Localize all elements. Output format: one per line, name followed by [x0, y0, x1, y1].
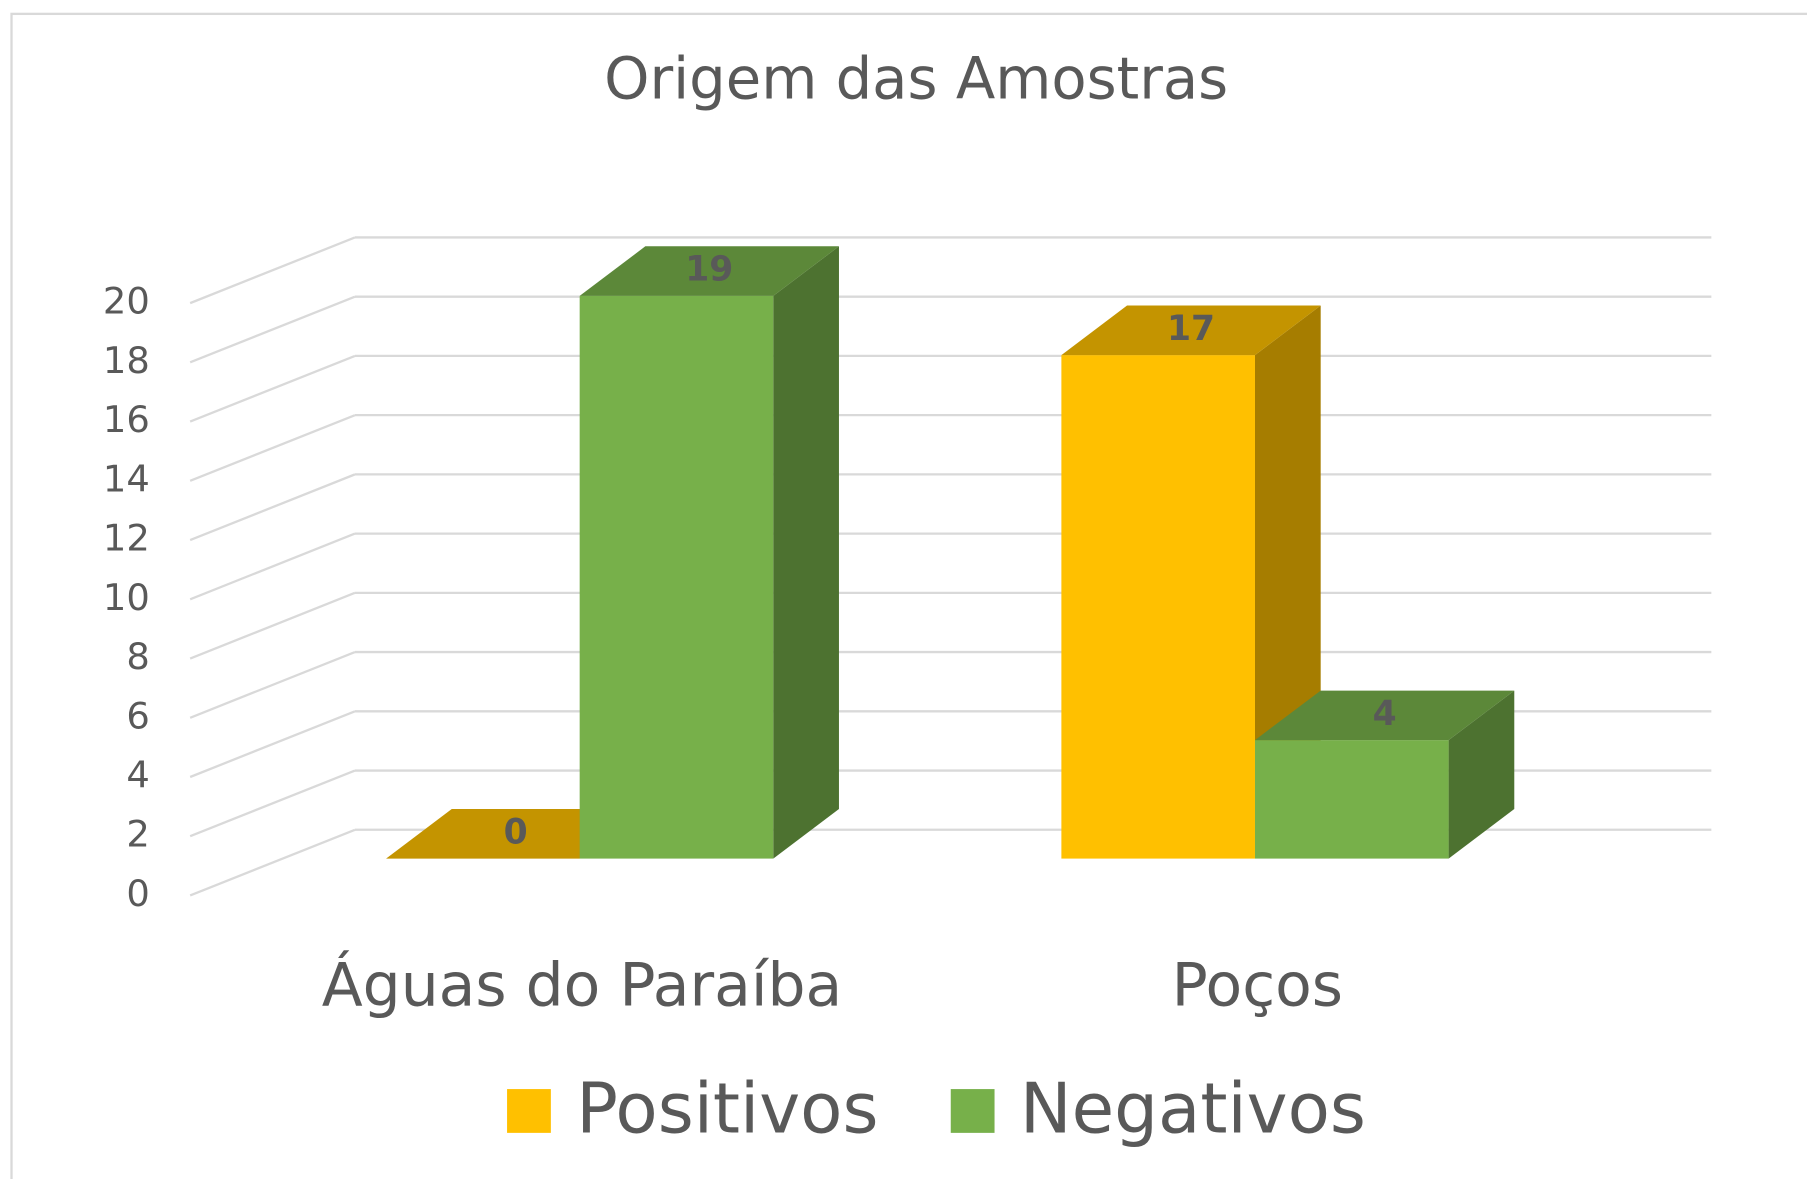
y-tick-label: 0 — [126, 872, 149, 915]
legend-label: Negativos — [1020, 1069, 1366, 1149]
legend-swatch — [950, 1089, 995, 1133]
bar — [1061, 355, 1255, 859]
y-tick-label: 6 — [126, 694, 149, 737]
grid-line — [189, 651, 356, 719]
x-tick-label: Águas do Paraíba — [322, 949, 843, 1020]
y-tick-label: 18 — [103, 339, 150, 382]
y-tick-label: 14 — [103, 457, 150, 500]
grid-line — [189, 295, 356, 364]
y-tick-label: 4 — [126, 753, 149, 796]
y-tick-label: 10 — [103, 576, 150, 619]
data-label: 19 — [685, 250, 733, 290]
bar — [579, 295, 774, 859]
grid-line — [189, 473, 356, 542]
bar-top — [1061, 305, 1321, 356]
grid-line — [189, 236, 356, 305]
grid-line — [189, 828, 356, 897]
data-label: 17 — [1167, 309, 1215, 349]
y-tick-label: 16 — [103, 398, 150, 441]
bar-side — [1448, 690, 1515, 859]
y-tick-label: 2 — [126, 813, 149, 856]
x-tick-label: Poços — [1172, 950, 1343, 1020]
grid-line — [189, 532, 356, 601]
bar — [1254, 740, 1449, 859]
data-label: 4 — [1373, 694, 1397, 734]
data-label: 0 — [504, 812, 528, 852]
grid-line — [189, 710, 356, 779]
legend-label: Positivos — [576, 1069, 878, 1149]
chart-frame — [10, 12, 1807, 1179]
y-tick-label: 12 — [103, 517, 150, 560]
legend-swatch — [507, 1089, 551, 1133]
bar-top — [1254, 690, 1515, 741]
grid-line — [189, 354, 356, 423]
y-tick-label: 20 — [103, 280, 150, 323]
bar-top — [579, 246, 839, 296]
grid-line — [189, 769, 356, 838]
bar-side — [773, 246, 839, 859]
y-tick-label: 8 — [126, 635, 149, 678]
grid-line — [189, 591, 356, 660]
grid-line — [189, 414, 356, 482]
chart-title: Origem das Amostras — [604, 46, 1228, 113]
